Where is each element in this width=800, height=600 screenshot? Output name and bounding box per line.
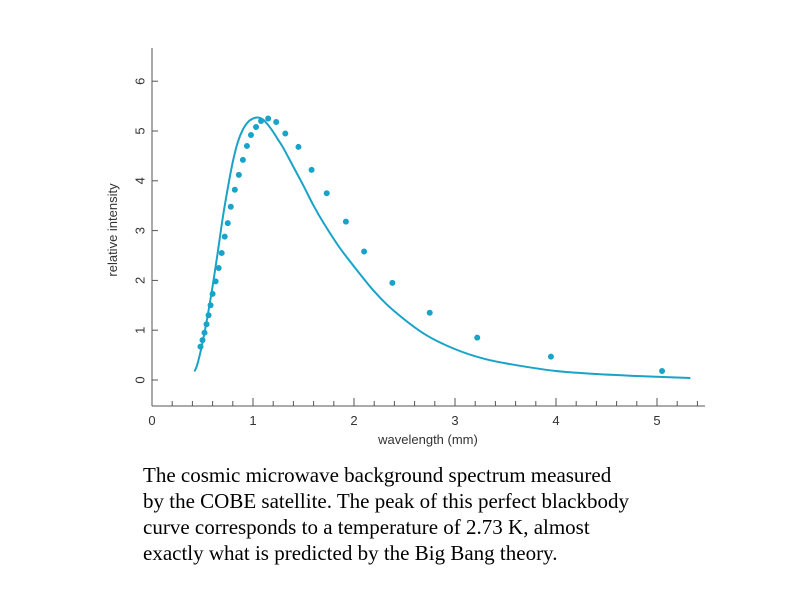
data-point bbox=[209, 290, 216, 297]
y-axis-label: relative intensity bbox=[105, 183, 120, 277]
data-point bbox=[215, 264, 222, 271]
data-point bbox=[243, 142, 250, 149]
caption-line: by the COBE satellite. The peak of this … bbox=[143, 489, 629, 513]
data-point bbox=[258, 118, 265, 125]
data-point bbox=[295, 143, 302, 150]
caption-line: curve corresponds to a temperature of 2.… bbox=[143, 515, 590, 539]
data-point bbox=[205, 312, 212, 319]
data-point bbox=[207, 302, 214, 309]
data-point bbox=[659, 368, 666, 375]
y-tick-label: 4 bbox=[133, 177, 148, 184]
x-axis-label: wavelength (mm) bbox=[377, 432, 478, 447]
figure-caption: The cosmic microwave background spectrum… bbox=[143, 462, 763, 566]
data-point bbox=[389, 279, 396, 286]
data-point bbox=[218, 250, 225, 257]
data-point bbox=[282, 130, 289, 137]
caption-line: exactly what is predicted by the Big Ban… bbox=[143, 541, 558, 565]
data-point bbox=[212, 278, 219, 285]
x-tick-label: 2 bbox=[350, 413, 357, 428]
data-point bbox=[253, 124, 260, 131]
data-point bbox=[474, 334, 481, 341]
data-point bbox=[361, 248, 368, 255]
spectrum-chart: 0 1 2 3 4 5 0 1 2 3 4 5 6 wavelength (mm) relative i… bbox=[105, 48, 705, 447]
data-points bbox=[197, 115, 666, 375]
y-tick-label: 3 bbox=[133, 227, 148, 234]
data-point bbox=[224, 220, 231, 227]
chart-ticks: 0 1 2 3 4 5 0 1 2 3 4 5 6 bbox=[133, 78, 698, 428]
data-point bbox=[221, 233, 228, 240]
data-point bbox=[265, 115, 272, 122]
data-point bbox=[426, 309, 433, 316]
chart-axes bbox=[151, 48, 705, 407]
data-point bbox=[273, 119, 280, 126]
x-tick-label: 1 bbox=[249, 413, 256, 428]
data-point bbox=[199, 337, 206, 344]
data-point bbox=[231, 186, 238, 193]
data-point bbox=[227, 203, 234, 210]
data-point bbox=[201, 329, 208, 336]
data-point bbox=[547, 353, 554, 360]
y-tick-label: 1 bbox=[133, 327, 148, 334]
data-point bbox=[239, 156, 246, 163]
data-point bbox=[235, 171, 242, 178]
data-point bbox=[197, 343, 204, 350]
y-tick-label: 6 bbox=[133, 78, 148, 85]
x-tick-label: 5 bbox=[653, 413, 660, 428]
caption-line: The cosmic microwave background spectrum… bbox=[143, 463, 612, 487]
y-tick-label: 2 bbox=[133, 277, 148, 284]
y-tick-label: 0 bbox=[133, 376, 148, 383]
blackbody-curve bbox=[193, 116, 691, 380]
data-point bbox=[308, 166, 315, 173]
data-point bbox=[203, 321, 210, 328]
data-point bbox=[342, 218, 349, 225]
x-tick-label: 3 bbox=[451, 413, 458, 428]
data-point bbox=[247, 131, 254, 138]
data-point bbox=[323, 190, 330, 197]
x-tick-label: 4 bbox=[552, 413, 559, 428]
x-tick-label: 0 bbox=[148, 413, 155, 428]
y-tick-label: 5 bbox=[133, 127, 148, 134]
